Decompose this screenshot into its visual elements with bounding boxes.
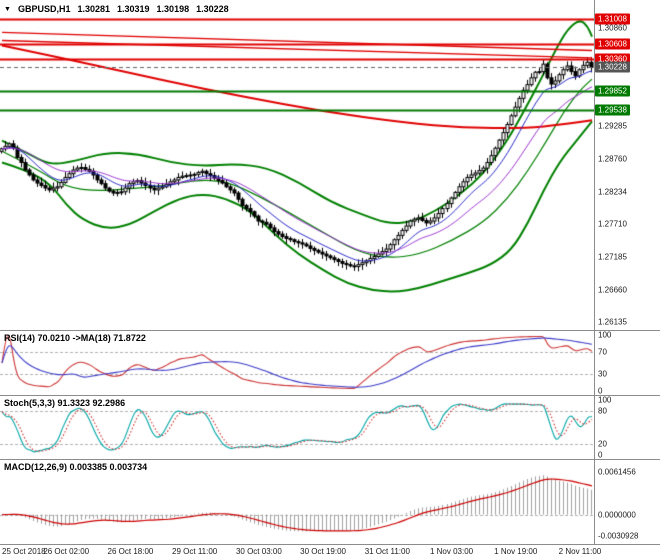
panel-divider-rsi-stoch[interactable] <box>0 395 660 396</box>
resistance-price-badge: 1.30360 <box>595 53 630 65</box>
panel-divider-macd-time[interactable] <box>0 544 660 545</box>
stoch-axis-tick: 100 <box>598 395 612 405</box>
price-axis-tick: 1.28760 <box>598 154 627 164</box>
time-axis-label: 31 Oct 11:00 <box>364 547 410 556</box>
symbol-ohlc-header: ▼ GBPUSD,H1 1.30281 1.30319 1.30198 1.30… <box>4 4 229 14</box>
macd-axis-tick: 0.0000000 <box>598 510 636 520</box>
time-axis-label: 1 Nov 19:00 <box>494 547 538 556</box>
stoch-axis-tick: 80 <box>598 406 607 416</box>
macd-indicator-label: MACD(12,26,9) 0.003385 0.003734 <box>4 462 148 472</box>
time-axis[interactable]: 25 Oct 2018 26 Oct 02:00 26 Oct 18:00 29 Oc… <box>0 545 660 560</box>
rsi-axis[interactable]: 100 70 30 0 <box>595 331 660 395</box>
rsi-axis-tick: 30 <box>598 369 607 379</box>
rsi-axis-tick: 100 <box>598 330 612 340</box>
stochastic-axis[interactable]: 100 80 20 0 <box>595 396 660 459</box>
time-axis-label: 25 Oct 2018 <box>2 547 46 556</box>
stoch-axis-tick: 20 <box>598 439 607 449</box>
price-axis-tick: 1.28234 <box>598 187 627 197</box>
main-chart-canvas[interactable] <box>0 0 594 330</box>
stochastic-chart-canvas[interactable] <box>0 396 594 459</box>
stochastic-indicator-label: Stoch(5,3,3) 91.3323 92.2986 <box>4 398 126 408</box>
time-axis-label: 26 Oct 18:00 <box>107 547 154 556</box>
macd-axis[interactable]: 0.0061456 0.0000000 -0.0030928 <box>595 460 660 544</box>
open-value: 1.30281 <box>77 4 110 14</box>
resistance-price-badge: 1.30608 <box>595 38 630 50</box>
price-axis[interactable]: 1.30860 1.29285 1.28760 1.28234 1.27710 1.271… <box>595 0 660 330</box>
rsi-axis-tick: 0 <box>598 386 603 396</box>
macd-chart-canvas[interactable] <box>0 460 594 544</box>
time-axis-label: 1 Nov 03:00 <box>429 547 474 556</box>
time-axis-label: 26 Oct 02:00 <box>43 547 90 556</box>
high-value: 1.30319 <box>117 4 150 14</box>
time-axis-label: 29 Oct 11:00 <box>172 547 218 556</box>
time-axis-label: 30 Oct 19:00 <box>300 547 346 556</box>
price-axis-tick: 1.26660 <box>598 285 627 295</box>
panel-divider-stoch-macd[interactable] <box>0 459 660 460</box>
panel-divider-main-rsi[interactable] <box>0 330 660 331</box>
support-price-badge: 1.29852 <box>595 85 630 97</box>
support-price-badge: 1.29538 <box>595 104 630 116</box>
price-axis-tick: 1.29285 <box>598 121 627 131</box>
close-value: 1.30228 <box>196 4 229 14</box>
low-value: 1.30198 <box>156 4 190 14</box>
price-axis-divider <box>594 0 595 545</box>
price-axis-tick: 1.27185 <box>598 252 627 262</box>
rsi-panel: RSI(14) 70.0210 ->MA(18) 71.8722 100 70 30… <box>0 331 660 395</box>
stoch-axis-tick: 0 <box>598 450 603 460</box>
price-axis-tick: 1.26135 <box>598 317 627 327</box>
resistance-price-badge: 1.31008 <box>595 13 630 25</box>
time-axis-label: 30 Oct 03:00 <box>235 547 282 556</box>
chevron-down-icon[interactable]: ▼ <box>4 5 11 13</box>
rsi-axis-tick: 70 <box>598 347 607 357</box>
main-price-panel: ▼ GBPUSD,H1 1.30281 1.30319 1.30198 1.30… <box>0 0 660 330</box>
time-axis-label: 2 Nov 11:00 <box>558 547 602 556</box>
rsi-indicator-label: RSI(14) 70.0210 ->MA(18) 71.8722 <box>4 333 146 343</box>
macd-axis-tick: -0.0030928 <box>598 531 639 541</box>
price-axis-tick: 1.30860 <box>598 23 627 33</box>
macd-panel: MACD(12,26,9) 0.003385 0.003734 0.006145… <box>0 460 660 544</box>
macd-axis-tick: 0.0061456 <box>598 467 636 477</box>
stochastic-panel: Stoch(5,3,3) 91.3323 92.2986 100 80 20 0 <box>0 396 660 459</box>
current-price-badge: 1.30228 <box>595 61 630 73</box>
symbol-timeframe-label: GBPUSD,H1 <box>17 4 71 14</box>
price-axis-tick: 1.27710 <box>598 219 627 229</box>
rsi-chart-canvas[interactable] <box>0 331 594 395</box>
